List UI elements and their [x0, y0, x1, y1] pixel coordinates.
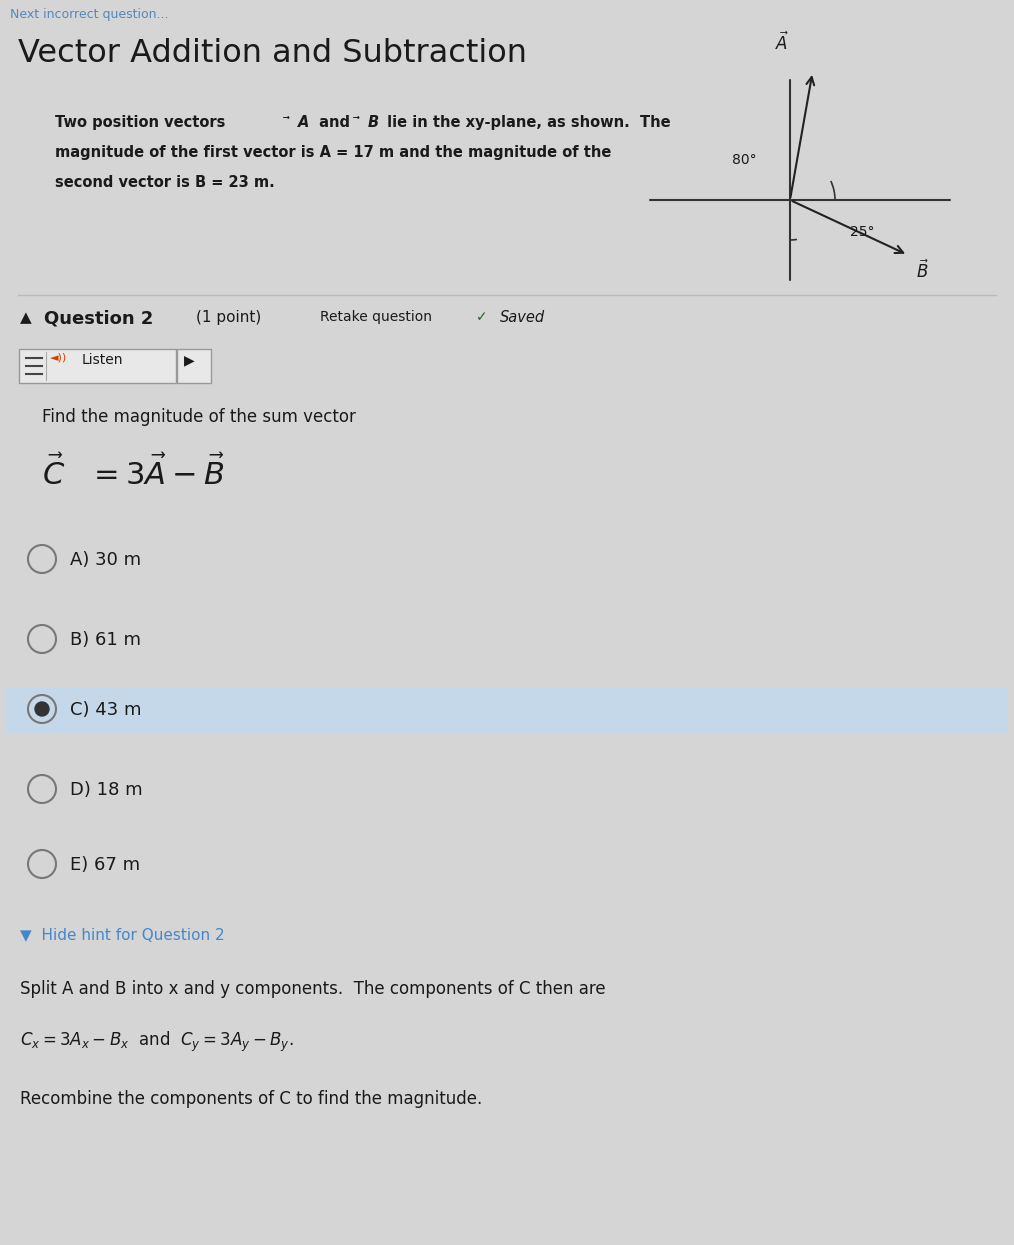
- Text: Listen: Listen: [82, 354, 124, 367]
- Text: B: B: [368, 115, 379, 129]
- Text: C) 43 m: C) 43 m: [70, 701, 142, 720]
- Text: A: A: [298, 115, 309, 129]
- Text: D) 18 m: D) 18 m: [70, 781, 143, 799]
- Text: ◄)): ◄)): [50, 354, 67, 364]
- Text: $C_x = 3A_x - B_x$  and  $C_y = 3A_y - B_y$.: $C_x = 3A_x - B_x$ and $C_y = 3A_y - B_y…: [20, 1030, 294, 1055]
- Text: A) 30 m: A) 30 m: [70, 552, 141, 569]
- Text: second vector is B = 23 m.: second vector is B = 23 m.: [55, 176, 275, 190]
- Text: $\vec{B}$: $\vec{B}$: [916, 260, 929, 283]
- FancyBboxPatch shape: [177, 349, 211, 383]
- Text: ▼  Hide hint for Question 2: ▼ Hide hint for Question 2: [20, 928, 225, 942]
- Text: Next incorrect question...: Next incorrect question...: [10, 7, 168, 21]
- FancyBboxPatch shape: [19, 349, 176, 383]
- Text: 25°: 25°: [850, 225, 874, 239]
- Text: $= 3\vec{A} - \vec{B}$: $= 3\vec{A} - \vec{B}$: [88, 454, 225, 491]
- Text: Question 2: Question 2: [44, 310, 153, 327]
- Text: Recombine the components of C to find the magnitude.: Recombine the components of C to find th…: [20, 1091, 483, 1108]
- Circle shape: [35, 702, 49, 716]
- Text: (1 point): (1 point): [196, 310, 262, 325]
- Text: 80°: 80°: [732, 153, 756, 167]
- Text: Split A and B into x and y components.  The components of C then are: Split A and B into x and y components. T…: [20, 980, 605, 998]
- Text: magnitude of the first vector is A = 17 m and the magnitude of the: magnitude of the first vector is A = 17 …: [55, 144, 611, 161]
- Text: $\vec{C}$: $\vec{C}$: [42, 454, 65, 491]
- FancyBboxPatch shape: [5, 687, 1008, 733]
- Text: Find the magnitude of the sum vector: Find the magnitude of the sum vector: [42, 408, 356, 426]
- Text: E) 67 m: E) 67 m: [70, 857, 140, 874]
- Text: ▶: ▶: [184, 354, 195, 367]
- Text: ▲: ▲: [20, 310, 31, 325]
- Text: Retake question: Retake question: [320, 310, 432, 324]
- Text: Vector Addition and Subtraction: Vector Addition and Subtraction: [18, 39, 527, 68]
- Text: Saved: Saved: [500, 310, 546, 325]
- Text: and: and: [314, 115, 355, 129]
- Text: ✓: ✓: [476, 310, 488, 324]
- Text: Two position vectors: Two position vectors: [55, 115, 230, 129]
- Text: B) 61 m: B) 61 m: [70, 631, 141, 649]
- Text: lie in the xy‑plane, as shown.  The: lie in the xy‑plane, as shown. The: [382, 115, 670, 129]
- Text: $\vec{A}$: $\vec{A}$: [775, 31, 789, 54]
